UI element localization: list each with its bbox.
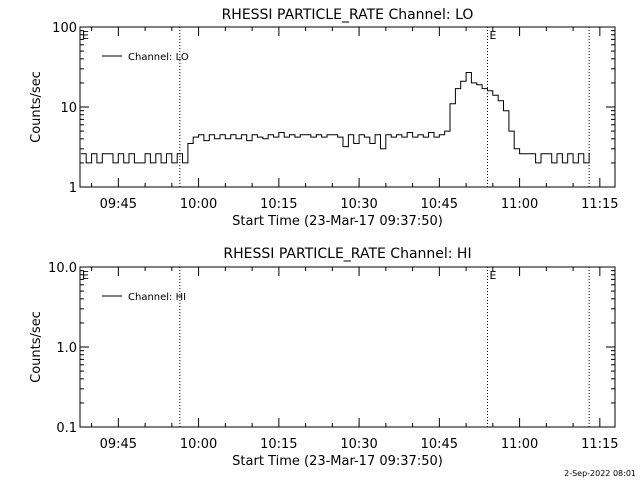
x-axis-label-1: Start Time (23-Mar-17 09:37:50) — [232, 214, 443, 229]
legend-label: Channel: HI — [128, 292, 186, 303]
x-tick-label: 11:15 — [581, 437, 618, 452]
x-tick-label: 10:15 — [260, 437, 297, 452]
y-tick-label: 0.1 — [56, 421, 77, 436]
x-tick-label: 11:00 — [501, 197, 538, 212]
chart-title-2: RHESSI PARTICLE_RATE Channel: HI — [223, 246, 471, 262]
x-tick-label: 09:45 — [100, 197, 137, 212]
plot-frame-1 — [79, 26, 616, 188]
series-line-1-1 — [80, 72, 591, 164]
y-axis-label-2: Counts/sec — [29, 311, 44, 383]
plot-frame-2 — [79, 266, 616, 428]
footer-timestamp: 2-Sep-2022 08:01 — [564, 469, 636, 478]
corner-label: E — [82, 29, 89, 42]
event-marker-label: E — [489, 269, 496, 282]
chart-title-1: RHESSI PARTICLE_RATE Channel: LO — [222, 7, 474, 23]
x-tick-label: 10:00 — [180, 197, 217, 212]
corner-label: E — [82, 269, 89, 282]
event-marker-label: E — [489, 29, 496, 42]
y-tick-label: 10.0 — [48, 261, 77, 276]
x-tick-label: 11:00 — [501, 437, 538, 452]
y-tick-label: 100 — [52, 21, 77, 36]
y-tick-label: 10 — [60, 101, 77, 116]
y-tick-label: 1.0 — [56, 341, 77, 356]
x-tick-label: 10:45 — [421, 197, 458, 212]
x-tick-label: 10:00 — [180, 437, 217, 452]
x-tick-label: 10:45 — [421, 437, 458, 452]
y-tick-label: 1 — [69, 181, 77, 196]
x-tick-label: 10:30 — [340, 437, 377, 452]
x-tick-label: 10:15 — [260, 197, 297, 212]
x-axis-label-2: Start Time (23-Mar-17 09:37:50) — [232, 454, 443, 469]
x-tick-label: 10:30 — [340, 197, 377, 212]
legend-label: Channel: LO — [128, 52, 189, 63]
y-axis-label-1: Counts/sec — [29, 71, 44, 143]
x-tick-label: 11:15 — [581, 197, 618, 212]
x-tick-label: 09:45 — [100, 437, 137, 452]
